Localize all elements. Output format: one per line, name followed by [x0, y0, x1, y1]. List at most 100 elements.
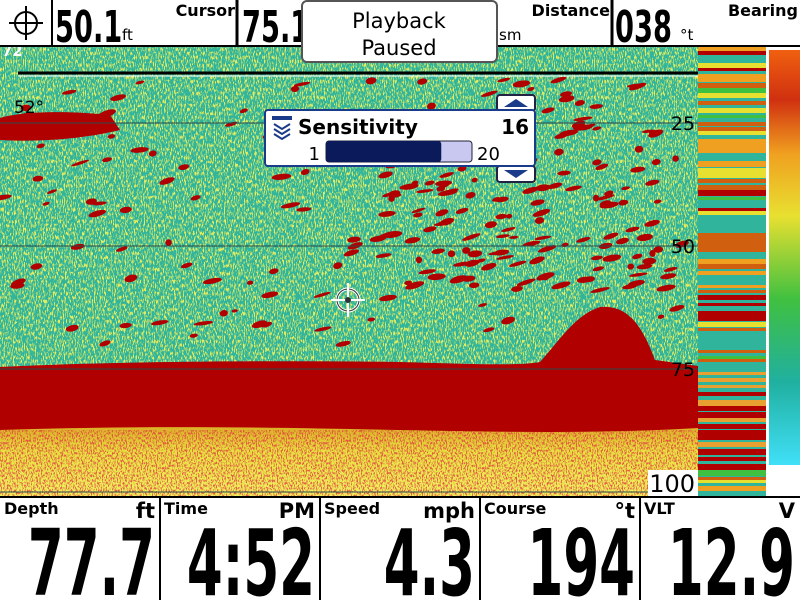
fish-return — [369, 235, 387, 242]
fish-return — [599, 201, 619, 209]
fish-return — [190, 195, 201, 201]
fish-return — [435, 209, 449, 217]
history-stripe — [698, 392, 766, 396]
fish-return — [589, 104, 603, 109]
readout-bg — [0, 496, 800, 600]
history-stripe — [698, 93, 766, 98]
fish-return — [130, 147, 149, 153]
fish-return — [632, 253, 643, 260]
fish-return — [178, 164, 190, 170]
fish-return — [314, 326, 332, 332]
fish-return — [478, 303, 487, 307]
fish-return — [415, 189, 434, 193]
fish-return — [427, 273, 446, 281]
history-stripe — [698, 51, 766, 55]
fish-return — [269, 268, 279, 275]
fish-return — [375, 253, 392, 258]
fish-return — [616, 237, 629, 245]
fish-return — [653, 246, 664, 253]
sensitivity-icon — [272, 116, 292, 141]
fish-return — [509, 235, 519, 239]
history-stripe — [698, 400, 766, 403]
fish-return — [590, 287, 610, 293]
sensitivity-min: 1 — [309, 144, 320, 165]
readout-unit: ft — [136, 499, 155, 523]
status-label: Distance — [532, 1, 611, 20]
fish-return — [180, 262, 193, 269]
fish-return — [462, 233, 481, 241]
history-stripe — [698, 233, 766, 239]
history-stripe — [698, 190, 766, 196]
sensitivity-label: Sensitivity — [298, 115, 418, 139]
fish-return — [465, 192, 476, 199]
fish-return — [657, 314, 665, 319]
fish-return — [239, 108, 248, 114]
status-value: 50.1 — [55, 1, 122, 53]
history-stripe — [698, 88, 766, 94]
fish-return — [484, 221, 497, 229]
fish-return — [439, 172, 454, 178]
fish-return — [219, 310, 228, 317]
history-stripe — [698, 470, 766, 476]
fish-return — [550, 76, 567, 84]
fish-return — [508, 260, 527, 267]
fish-return — [202, 277, 222, 285]
fish-return — [293, 81, 311, 87]
depth-label: 25 — [671, 113, 695, 135]
history-stripe — [698, 406, 766, 411]
fish-return — [558, 95, 575, 103]
fish-return — [501, 227, 516, 232]
fish-return — [20, 104, 31, 112]
fish-return — [124, 274, 138, 283]
fish-return — [159, 177, 175, 185]
history-stripe — [698, 63, 766, 69]
fish-return — [491, 197, 509, 202]
fish-return — [471, 177, 478, 183]
fish-return — [481, 90, 498, 97]
fish-return — [107, 134, 116, 139]
bottom-texture — [0, 430, 698, 497]
history-stripe — [698, 437, 766, 440]
fish-return — [447, 250, 456, 258]
fish-return — [554, 148, 564, 156]
history-stripe — [698, 185, 766, 191]
fish-return — [88, 209, 107, 218]
fish-return — [0, 194, 12, 201]
fish-return — [627, 263, 635, 270]
fish-return — [70, 159, 89, 167]
depth-scale: 25 50 75 100 — [0, 113, 698, 498]
fish-return — [11, 278, 26, 287]
fish-return — [455, 207, 469, 214]
fish-return — [189, 333, 198, 338]
fish-return — [367, 317, 376, 322]
fish-return — [547, 182, 563, 189]
history-stripe — [698, 457, 766, 461]
status-value-group: 038 — [615, 1, 672, 53]
fish-return — [559, 129, 579, 137]
fish-return — [404, 237, 421, 244]
fish-return — [537, 245, 557, 253]
history-stripe — [698, 79, 766, 82]
fish-return — [656, 284, 676, 292]
fish-return — [663, 267, 678, 272]
fish-return — [651, 159, 661, 166]
readout-label: VLT — [644, 499, 675, 518]
readout-label: Depth — [4, 499, 59, 518]
fish-return — [506, 213, 513, 219]
fish-return — [483, 327, 495, 333]
history-stripe — [698, 311, 766, 316]
history-stripe — [698, 316, 766, 321]
fish-return — [271, 173, 292, 180]
fish-return — [574, 100, 585, 106]
history-stripe — [698, 424, 766, 429]
fish-return — [424, 180, 435, 186]
history-stripe — [698, 150, 766, 153]
readout-value: 194 — [527, 510, 635, 600]
fish-return — [246, 280, 254, 285]
history-stripe — [698, 127, 766, 133]
history-stripe — [698, 242, 766, 247]
sensitivity-panel[interactable]: Sensitivity 16 1 20 — [264, 94, 536, 183]
history-stripe — [698, 172, 766, 178]
fish-return — [645, 179, 660, 186]
